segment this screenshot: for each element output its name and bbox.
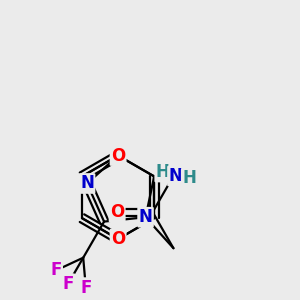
Text: O: O <box>111 147 125 165</box>
Text: N: N <box>80 175 94 193</box>
Text: O: O <box>111 230 125 248</box>
Text: F: F <box>50 261 62 279</box>
Text: F: F <box>80 279 92 297</box>
Text: N: N <box>169 167 182 185</box>
Text: F: F <box>62 275 74 293</box>
Text: H: H <box>156 163 170 181</box>
Text: H: H <box>182 169 196 188</box>
Text: N: N <box>139 208 152 226</box>
Text: O: O <box>110 203 124 221</box>
